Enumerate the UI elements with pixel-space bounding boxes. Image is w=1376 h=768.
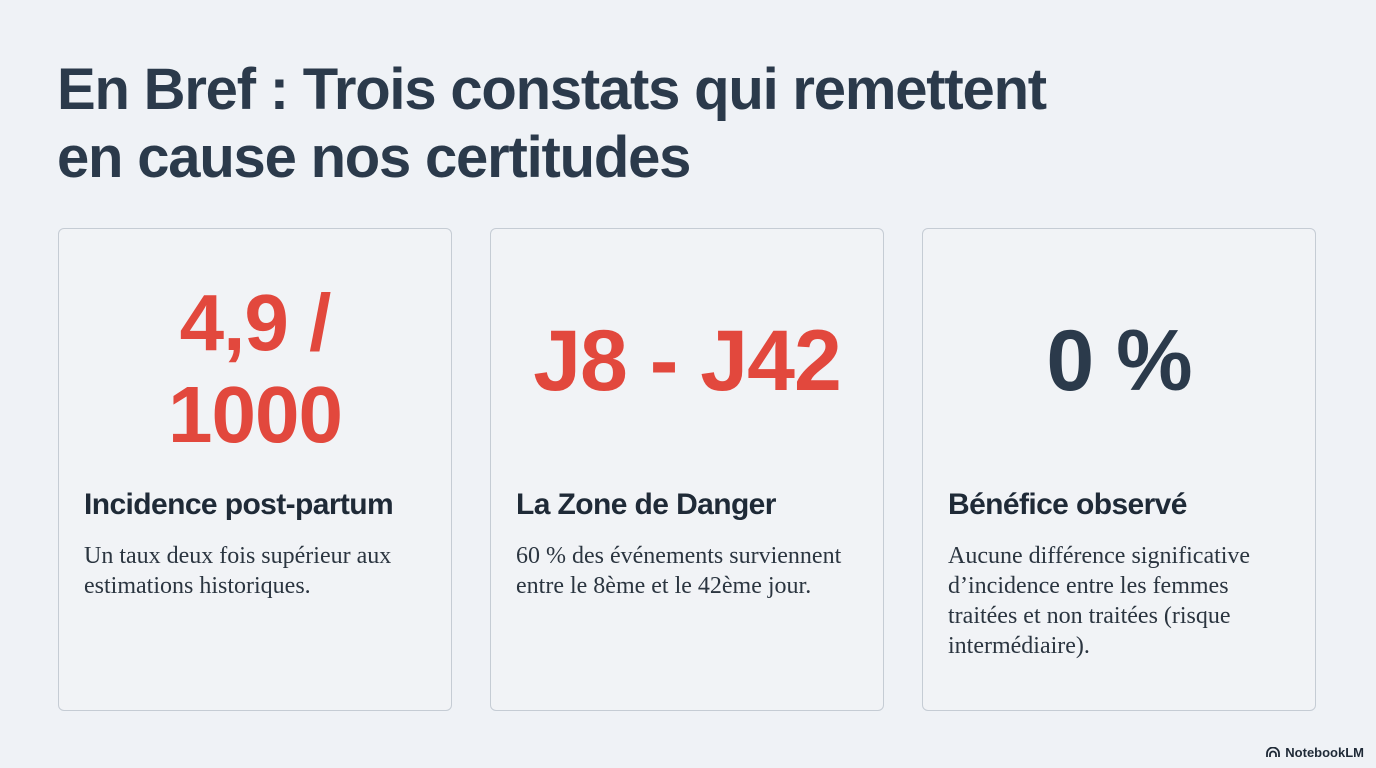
card-heading: Bénéfice observé bbox=[948, 488, 1187, 521]
card-description: 60 % des événements surviennent entre le… bbox=[516, 543, 842, 599]
stat-card-incidence: 4,9 / 1000 Incidence post-partum Un taux… bbox=[58, 228, 452, 711]
stat-card-benefit: 0 % Bénéfice observé Aucune différence s… bbox=[922, 228, 1316, 711]
card-description: Un taux deux fois supérieur aux estimati… bbox=[84, 543, 392, 599]
stat-value: 4,9 / 1000 bbox=[59, 277, 451, 461]
page-title-line-2: en cause nos certitudes bbox=[57, 125, 691, 190]
stat-value: J8 - J42 bbox=[533, 313, 842, 409]
page-title: En Bref : Trois constats qui remettent e… bbox=[57, 56, 1207, 192]
card-description: Aucune différence significative d’incide… bbox=[948, 543, 1251, 659]
stat-value: 0 % bbox=[1046, 313, 1192, 409]
page-title-line-1: En Bref : Trois constats qui remettent bbox=[57, 57, 1047, 122]
brand-watermark: NotebookLM bbox=[1266, 745, 1364, 760]
notebooklm-logo-icon bbox=[1266, 747, 1281, 758]
stat-card-danger-zone: J8 - J42 La Zone de Danger 60 % des évén… bbox=[490, 228, 884, 711]
stat-value-line-1: 4,9 / bbox=[179, 278, 332, 367]
card-heading: Incidence post-partum bbox=[84, 488, 394, 521]
stat-value-line-2: 1000 bbox=[168, 370, 343, 459]
brand-label: NotebookLM bbox=[1285, 745, 1364, 760]
card-heading: La Zone de Danger bbox=[516, 488, 776, 521]
